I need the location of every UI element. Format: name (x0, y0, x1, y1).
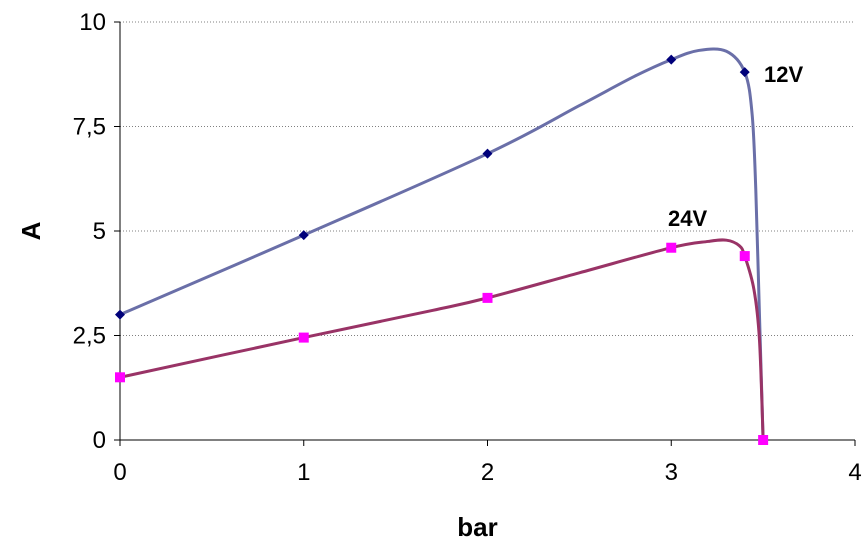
data-point-12V (482, 148, 493, 159)
data-point-12V (115, 309, 125, 320)
axes (114, 21, 856, 446)
series-line-24V (119, 238, 765, 441)
series-layer (115, 47, 769, 445)
y-tick-label: 10 (79, 9, 106, 36)
tick-labels: 0 2,5 5 7,5 10 0 1 2 3 4 12V 24V (73, 9, 862, 486)
y-tick-label: 2,5 (73, 323, 106, 350)
series-label-12V: 12V (764, 62, 803, 87)
data-point-24V (758, 435, 769, 445)
y-axis-title: A (16, 221, 46, 240)
data-point-24V (739, 251, 750, 262)
data-point-24V (115, 372, 125, 383)
data-point-24V (482, 292, 493, 303)
grid-lines (120, 21, 855, 336)
x-tick-label: 0 (113, 459, 126, 486)
series-label-24V: 24V (668, 206, 707, 231)
x-tick-label: 3 (665, 459, 678, 486)
y-tick-label: 7,5 (73, 114, 106, 141)
x-tick-label: 2 (481, 459, 494, 486)
y-tick-label: 5 (93, 218, 106, 245)
data-point-12V (739, 67, 750, 78)
data-point-24V (298, 332, 309, 343)
y-tick-label: 0 (93, 427, 106, 454)
data-point-12V (298, 230, 309, 241)
series-line-12V (119, 47, 765, 441)
x-tick-label: 4 (848, 459, 861, 486)
data-point-24V (666, 242, 677, 253)
data-point-12V (666, 54, 677, 65)
x-tick-label: 1 (297, 459, 310, 486)
x-axis-title: bar (457, 512, 497, 542)
